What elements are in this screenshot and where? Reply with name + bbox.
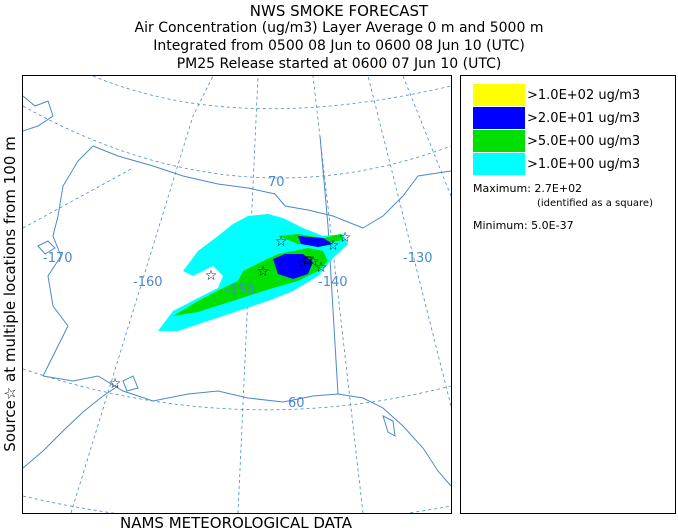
lat-line-50 [23, 495, 451, 513]
meteorological-data-label: NAMS METEOROLOGICAL DATA [120, 514, 352, 532]
lat-line-80 [92, 76, 451, 110]
lat-line-70 [23, 105, 451, 179]
alaska-south-coast [42, 375, 339, 403]
map-panel: ☆ ☆ ☆ ☆ ☆ ☆ ☆ ☆ ☆ 70 60 -170 -160 -150 -… [22, 75, 452, 514]
source-star-icon: ☆ [327, 238, 340, 254]
lon-line-160 [70, 76, 214, 513]
aleutian-chain [23, 385, 119, 469]
source-star-icon: ☆ [315, 260, 328, 276]
legend-item: >1.0E+00 ug/m3 [473, 153, 640, 175]
legend-item: >2.0E+01 ug/m3 [473, 107, 640, 129]
minimum-value: Minimum: 5.0E-37 [473, 219, 574, 232]
smoke-map: ☆ ☆ ☆ ☆ ☆ ☆ ☆ ☆ ☆ 70 60 -170 -160 -150 -… [23, 76, 451, 513]
alaska-west-coast [42, 145, 94, 377]
title-line-4: PM25 Release started at 0600 07 Jun 10 (… [176, 56, 502, 72]
label-lon-160: -160 [133, 275, 163, 290]
maximum-note: (identified as a square) [537, 198, 653, 209]
lon-line-120 [402, 76, 451, 197]
legend-swatch [473, 130, 525, 152]
coastlines [23, 95, 451, 487]
title-line-3: Integrated from 0500 08 Jun to 0600 08 J… [153, 38, 525, 54]
legend-panel: >1.0E+02 ug/m3 >2.0E+01 ug/m3 >5.0E+00 u… [460, 75, 676, 514]
legend-swatch [473, 107, 525, 129]
source-star-icon: ☆ [275, 234, 288, 250]
legend-label: >5.0E+00 ug/m3 [527, 133, 641, 149]
label-lon-130: -130 [403, 251, 433, 266]
conc-layer-20 [273, 254, 313, 279]
label-lon-150: -150 [225, 283, 255, 298]
siberia-coast [23, 95, 54, 132]
kodiak-island [122, 375, 139, 392]
source-side-label-container: Source☆ at multiple locations from 100 m [0, 75, 20, 512]
legend-swatch [473, 84, 525, 106]
lon-line-130 [367, 76, 451, 407]
canada-arctic-coast [362, 170, 451, 229]
source-star-icon: ☆ [307, 254, 320, 270]
title-line-1: NWS SMOKE FORECAST [249, 2, 429, 20]
label-lon-170: -170 [43, 251, 73, 266]
source-side-label: Source☆ at multiple locations from 100 m [1, 135, 19, 452]
title-line-2: Air Concentration (ug/m3) Layer Average … [134, 20, 544, 36]
source-star-icon: ☆ [297, 256, 310, 272]
concentration-plume [158, 214, 348, 331]
label-lon-140: -140 [318, 275, 348, 290]
source-star-icon: ☆ [339, 230, 352, 246]
canada-border [319, 135, 339, 395]
label-lat-60: 60 [288, 396, 305, 411]
label-lat-70: 70 [268, 175, 285, 190]
graticule-labels: 70 60 -170 -160 -150 -140 -130 [43, 175, 433, 411]
legend-label: >1.0E+00 ug/m3 [527, 156, 641, 172]
lat-line-60 [23, 368, 451, 411]
source-star-icon: ☆ [205, 268, 218, 284]
legend-label: >2.0E+01 ug/m3 [527, 110, 641, 126]
source-star-icon: ☆ [109, 376, 122, 392]
st-lawrence-island [37, 240, 56, 255]
alaska-panhandle [337, 393, 451, 487]
conc-layer-20-north [298, 236, 333, 247]
lon-line-170 [23, 167, 134, 229]
legend-item: >5.0E+00 ug/m3 [473, 130, 640, 152]
southeast-islands [382, 415, 396, 437]
legend-swatch [473, 153, 525, 175]
legend-label: >1.0E+02 ug/m3 [527, 87, 641, 103]
max-square-icon [304, 256, 312, 264]
maximum-value: Maximum: 2.7E+02 [473, 182, 583, 195]
source-star-icon: ☆ [257, 264, 270, 280]
alaska-north-coast [92, 145, 364, 229]
source-locations: ☆ ☆ ☆ ☆ ☆ ☆ ☆ ☆ ☆ [109, 230, 352, 392]
legend-item: >1.0E+02 ug/m3 [473, 84, 640, 106]
